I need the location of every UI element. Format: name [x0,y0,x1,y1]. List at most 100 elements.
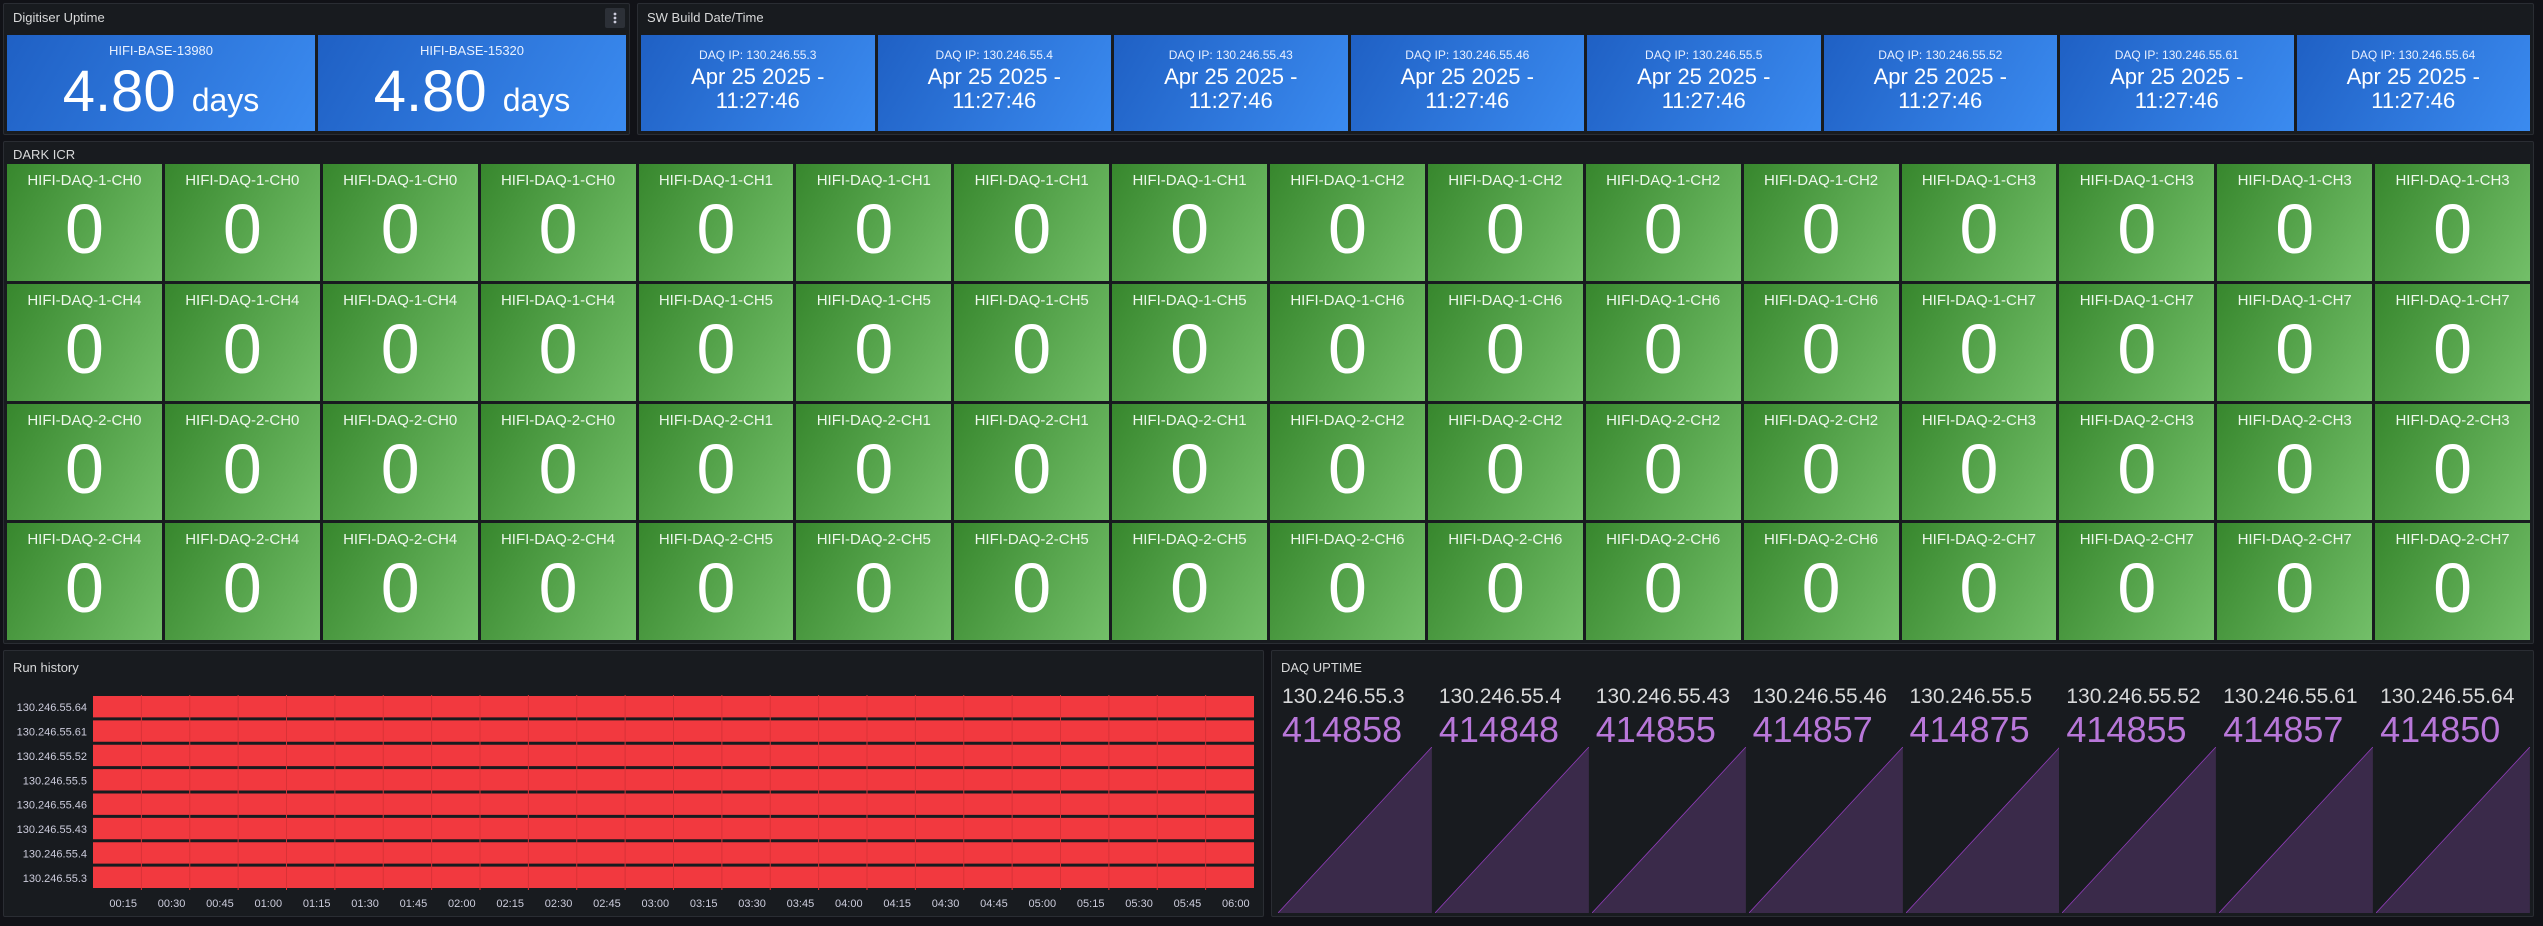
icr-stat-tile[interactable]: HIFI-DAQ-2-CH2 0 [1743,403,1899,521]
icr-stat-tile[interactable]: HIFI-DAQ-1-CH5 0 [954,283,1110,401]
icr-stat-tile[interactable]: HIFI-DAQ-2-CH5 0 [1112,523,1267,640]
icr-stat-tile[interactable]: HIFI-DAQ-2-CH1 0 [638,403,794,521]
icr-value: 0 [380,429,420,508]
icr-stat-tile[interactable]: HIFI-DAQ-1-CH6 0 [1585,283,1741,401]
icr-stat-tile[interactable]: HIFI-DAQ-2-CH7 0 [1901,523,2057,640]
icr-stat-tile[interactable]: HIFI-DAQ-2-CH2 0 [1270,403,1425,521]
icr-stat-tile[interactable]: HIFI-DAQ-2-CH3 0 [2375,403,2530,521]
icr-stat-tile[interactable]: HIFI-DAQ-1-CH0 0 [164,164,320,281]
icr-stat-tile[interactable]: HIFI-DAQ-1-CH3 0 [2217,164,2373,281]
icr-stat-tile[interactable]: HIFI-DAQ-2-CH0 0 [480,403,636,521]
icr-stat-tile[interactable]: HIFI-DAQ-2-CH6 0 [1270,523,1425,640]
icr-stat-tile[interactable]: HIFI-DAQ-1-CH5 0 [638,283,794,401]
icr-stat-tile[interactable]: HIFI-DAQ-2-CH0 0 [164,403,320,521]
icr-stat-tile[interactable]: HIFI-DAQ-1-CH1 0 [954,164,1110,281]
icr-stat-tile[interactable]: HIFI-DAQ-1-CH4 0 [164,283,320,401]
icr-value: 0 [1485,309,1525,388]
icr-stat-tile[interactable]: HIFI-DAQ-2-CH2 0 [1585,403,1741,521]
sw-build-tile[interactable]: DAQ IP: 130.246.55.3 Apr 25 2025 -11:27:4… [641,35,875,131]
icr-stat-tile[interactable]: HIFI-DAQ-2-CH4 0 [322,523,478,640]
icr-stat-tile[interactable]: HIFI-DAQ-2-CH4 0 [480,523,636,640]
icr-stat-tile[interactable]: HIFI-DAQ-2-CH3 0 [2059,403,2215,521]
icr-stat-tile[interactable]: HIFI-DAQ-2-CH6 0 [1427,523,1583,640]
daq-uptime-stat[interactable]: 130.246.55.46 414857 [1748,685,1903,913]
channel-label: HIFI-DAQ-2-CH6 [1763,531,1879,549]
sw-build-tile[interactable]: DAQ IP: 130.246.55.43 Apr 25 2025 -11:27:… [1114,35,1348,131]
daq-uptime-stat[interactable]: 130.246.55.64 414850 [2376,685,2530,913]
daq-uptime-stat[interactable]: 130.246.55.52 414855 [2062,685,2217,913]
icr-stat-tile[interactable]: HIFI-DAQ-1-CH4 0 [480,283,636,401]
icr-stat-tile[interactable]: HIFI-DAQ-2-CH7 0 [2375,523,2530,640]
icr-stat-tile[interactable]: HIFI-DAQ-1-CH1 0 [1112,164,1267,281]
icr-stat-tile[interactable]: HIFI-DAQ-1-CH2 0 [1270,164,1425,281]
x-tick-label: 05:30 [1125,898,1153,910]
daq-uptime-stat[interactable]: 130.246.55.61 414857 [2219,685,2374,913]
icr-stat-tile[interactable]: HIFI-DAQ-1-CH4 0 [322,283,478,401]
icr-stat-tile[interactable]: HIFI-DAQ-1-CH1 0 [796,164,952,281]
sw-build-tile[interactable]: DAQ IP: 130.246.55.46 Apr 25 2025 -11:27:… [1350,35,1584,131]
icr-stat-tile[interactable]: HIFI-DAQ-1-CH2 0 [1585,164,1741,281]
icr-stat-tile[interactable]: HIFI-DAQ-2-CH7 0 [2059,523,2215,640]
sw-build-tile[interactable]: DAQ IP: 130.246.55.5 Apr 25 2025 -11:27:4… [1587,35,1821,131]
daq-uptime-stat[interactable]: 130.246.55.5 414875 [1905,685,2060,913]
icr-stat-tile[interactable]: HIFI-DAQ-2-CH0 0 [322,403,478,521]
icr-stat-tile[interactable]: HIFI-DAQ-2-CH6 0 [1585,523,1741,640]
channel-label: HIFI-DAQ-1-CH5 [658,291,774,309]
icr-stat-tile[interactable]: HIFI-DAQ-1-CH3 0 [1901,164,2057,281]
icr-stat-tile[interactable]: HIFI-DAQ-1-CH3 0 [2059,164,2215,281]
uptime-stat-tile[interactable]: HIFI-BASE-13980 4.80 days [7,35,315,131]
sw-build-tile[interactable]: DAQ IP: 130.246.55.4 Apr 25 2025 -11:27:4… [877,35,1111,131]
icr-stat-tile[interactable]: HIFI-DAQ-1-CH5 0 [796,283,952,401]
icr-stat-tile[interactable]: HIFI-DAQ-2-CH3 0 [1901,403,2057,521]
icr-stat-tile[interactable]: HIFI-DAQ-2-CH1 0 [796,403,952,521]
uptime-stat-tile[interactable]: HIFI-BASE-15320 4.80 days [318,35,626,131]
icr-value: 0 [1959,309,1999,388]
sw-build-tile[interactable]: DAQ IP: 130.246.55.52 Apr 25 2025 -11:27:… [1823,35,2057,131]
icr-stat-tile[interactable]: HIFI-DAQ-1-CH6 0 [1270,283,1425,401]
kebab-menu-icon[interactable] [605,8,625,28]
icr-stat-tile[interactable]: HIFI-DAQ-2-CH4 0 [164,523,320,640]
icr-stat-tile[interactable]: HIFI-DAQ-1-CH4 0 [7,283,162,401]
build-datetime: Apr 25 2025 -11:27:46 [1828,65,2054,113]
icr-stat-tile[interactable]: HIFI-DAQ-1-CH6 0 [1743,283,1899,401]
sparkline-line [1906,747,2060,913]
panel-title: DAQ UPTIME [1281,660,1362,675]
icr-stat-tile[interactable]: HIFI-DAQ-2-CH7 0 [2217,523,2373,640]
icr-stat-tile[interactable]: HIFI-DAQ-1-CH5 0 [1112,283,1267,401]
daq-uptime-stat[interactable]: 130.246.55.3 414858 [1278,685,1432,913]
icr-value: 0 [854,309,894,388]
icr-stat-tile[interactable]: HIFI-DAQ-1-CH7 0 [2217,283,2373,401]
icr-stat-tile[interactable]: HIFI-DAQ-2-CH5 0 [796,523,952,640]
icr-stat-tile[interactable]: HIFI-DAQ-1-CH7 0 [2059,283,2215,401]
daq-uptime-stat[interactable]: 130.246.55.43 414855 [1591,685,1746,913]
icr-value: 0 [538,429,578,508]
icr-stat-tile[interactable]: HIFI-DAQ-2-CH0 0 [7,403,162,521]
icr-value: 0 [538,190,578,268]
icr-stat-tile[interactable]: HIFI-DAQ-2-CH6 0 [1743,523,1899,640]
icr-stat-tile[interactable]: HIFI-DAQ-1-CH2 0 [1427,164,1583,281]
icr-value: 0 [2433,549,2473,628]
icr-stat-tile[interactable]: HIFI-DAQ-1-CH6 0 [1427,283,1583,401]
sw-build-tile[interactable]: DAQ IP: 130.246.55.64 Apr 25 2025 -11:27:… [2296,35,2530,131]
icr-stat-tile[interactable]: HIFI-DAQ-1-CH7 0 [1901,283,2057,401]
icr-stat-tile[interactable]: HIFI-DAQ-2-CH5 0 [638,523,794,640]
icr-value: 0 [1170,429,1210,508]
icr-stat-tile[interactable]: HIFI-DAQ-1-CH3 0 [2375,164,2530,281]
icr-stat-tile[interactable]: HIFI-DAQ-2-CH1 0 [954,403,1110,521]
icr-stat-tile[interactable]: HIFI-DAQ-2-CH1 0 [1112,403,1267,521]
icr-stat-tile[interactable]: HIFI-DAQ-1-CH1 0 [638,164,794,281]
icr-stat-tile[interactable]: HIFI-DAQ-2-CH3 0 [2217,403,2373,521]
channel-label: HIFI-DAQ-1-CH1 [816,172,931,189]
row-label: 130.246.55.3 [23,873,87,885]
icr-stat-tile[interactable]: HIFI-DAQ-2-CH4 0 [7,523,162,640]
icr-stat-tile[interactable]: HIFI-DAQ-1-CH0 0 [480,164,636,281]
sw-build-tile[interactable]: DAQ IP: 130.246.55.61 Apr 25 2025 -11:27:… [2060,35,2294,131]
icr-stat-tile[interactable]: HIFI-DAQ-2-CH5 0 [954,523,1110,640]
build-date: Apr 25 2025 - [927,64,1061,89]
daq-uptime-stat[interactable]: 130.246.55.4 414848 [1434,685,1589,913]
icr-stat-tile[interactable]: HIFI-DAQ-1-CH0 0 [7,164,162,281]
icr-stat-tile[interactable]: HIFI-DAQ-1-CH0 0 [322,164,478,281]
icr-stat-tile[interactable]: HIFI-DAQ-1-CH7 0 [2375,283,2530,401]
icr-stat-tile[interactable]: HIFI-DAQ-1-CH2 0 [1743,164,1899,281]
icr-stat-tile[interactable]: HIFI-DAQ-2-CH2 0 [1427,403,1583,521]
